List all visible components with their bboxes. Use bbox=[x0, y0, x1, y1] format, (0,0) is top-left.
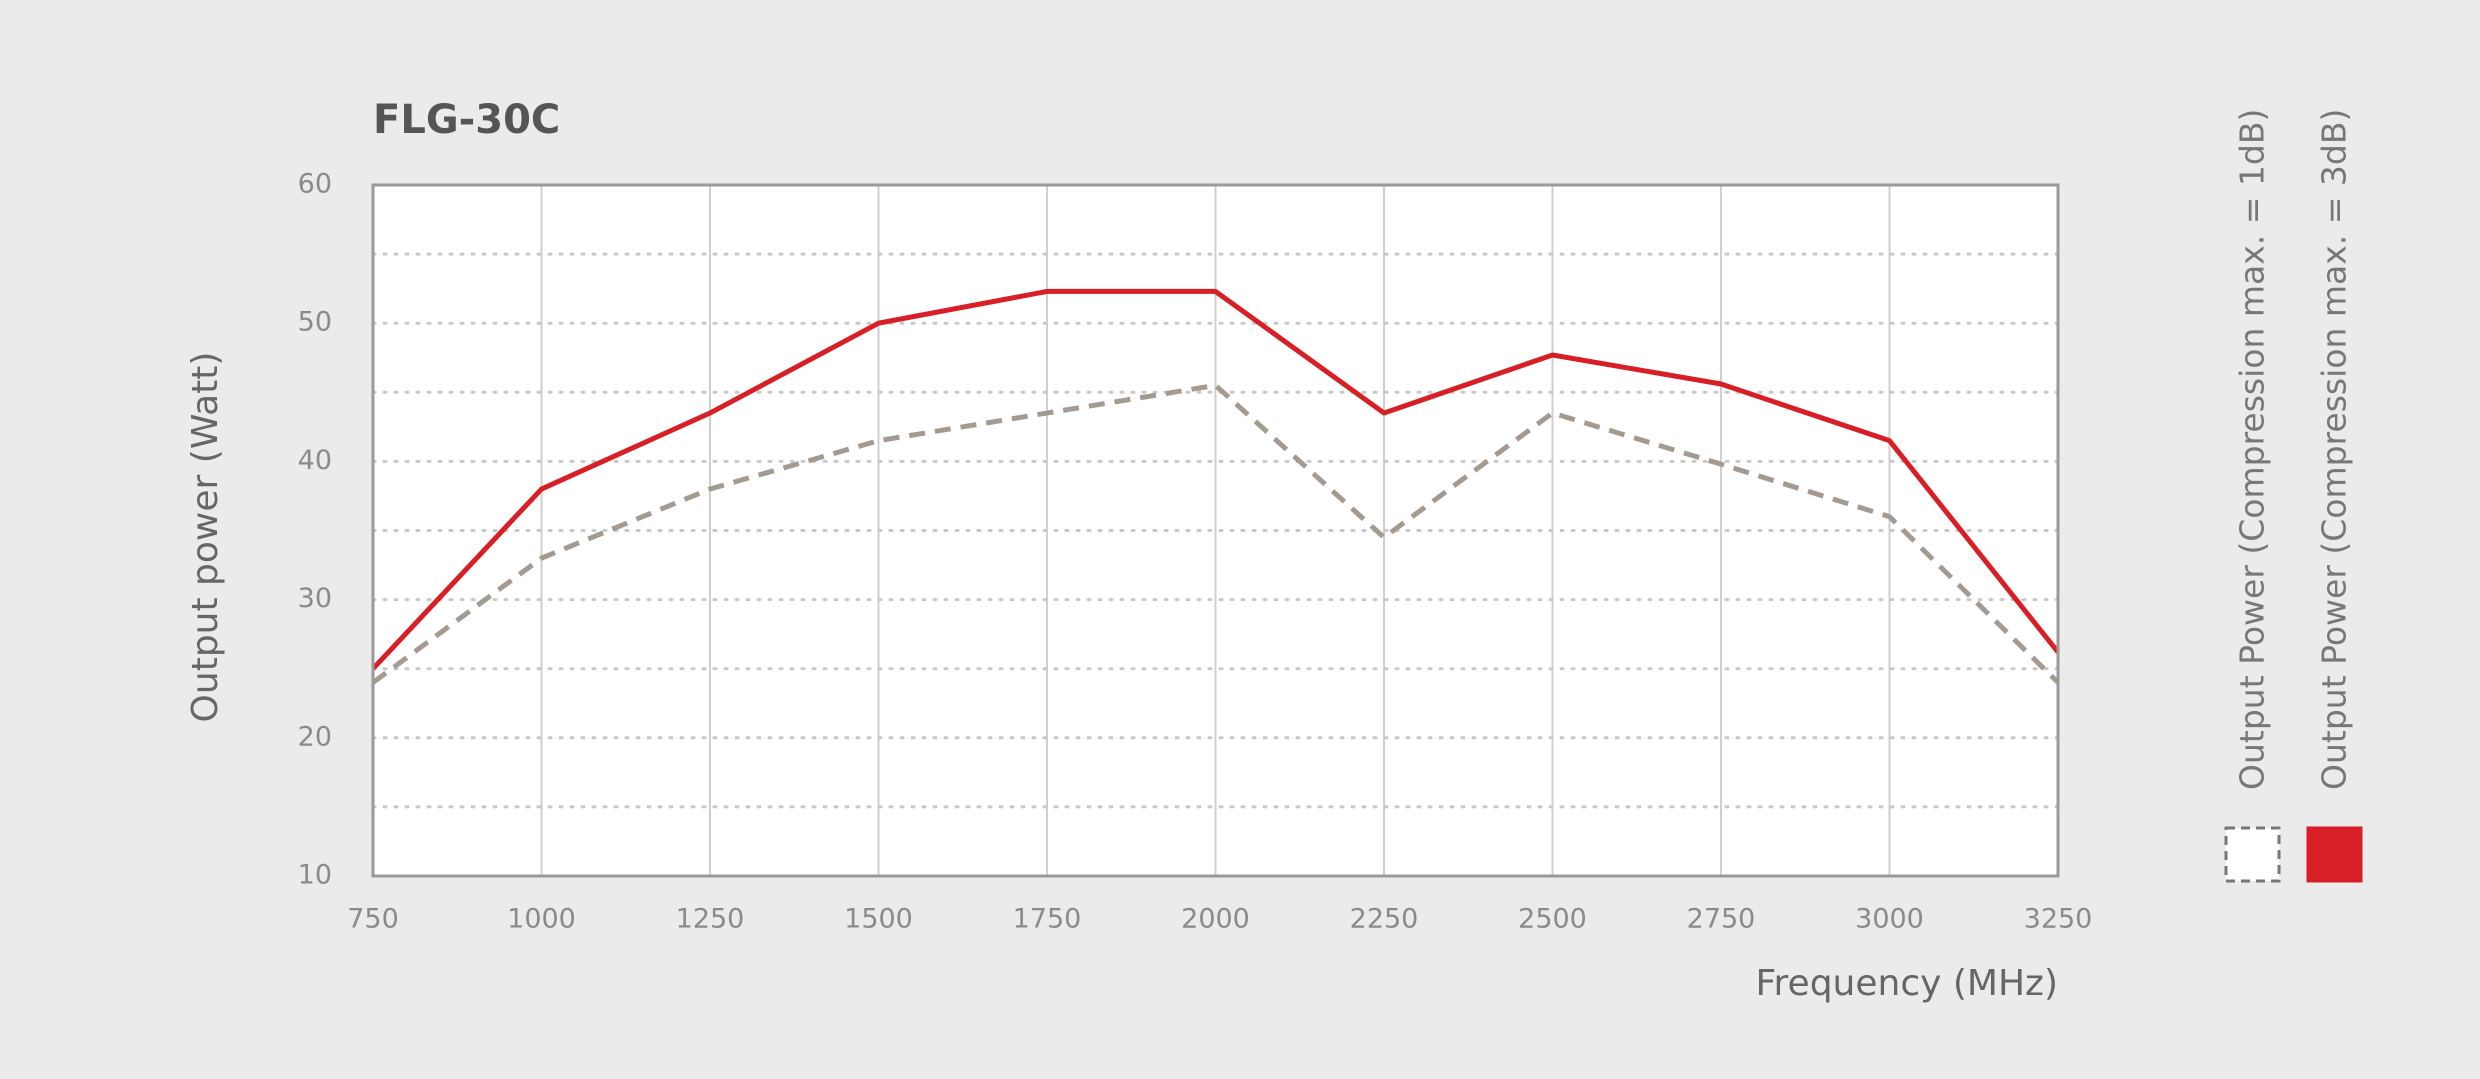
legend-swatch bbox=[2306, 826, 2363, 883]
x-tick-label: 2750 bbox=[1687, 904, 1756, 935]
x-tick-label: 3000 bbox=[1855, 904, 1924, 935]
x-tick-label: 1750 bbox=[1013, 904, 1082, 935]
legend-label: Output Power (Compression max. = 1dB) bbox=[2233, 109, 2272, 790]
y-tick-label: 60 bbox=[298, 169, 332, 200]
plot-border bbox=[371, 183, 2060, 878]
x-axis-label: Frequency (MHz) bbox=[1755, 963, 2058, 1004]
y-tick-label: 50 bbox=[298, 307, 332, 338]
x-tick-label: 750 bbox=[347, 904, 399, 935]
x-tick-label: 1500 bbox=[844, 904, 913, 935]
y-tick-label: 20 bbox=[298, 721, 332, 752]
y-tick-label: 30 bbox=[298, 583, 332, 614]
x-tick-label: 3250 bbox=[2024, 904, 2093, 935]
x-tick-label: 2000 bbox=[1181, 904, 1250, 935]
series-line bbox=[371, 288, 2060, 671]
lines bbox=[371, 288, 2060, 685]
x-tick-label: 1250 bbox=[676, 904, 745, 935]
legend-label: Output Power (Compression max. = 3dB) bbox=[2315, 109, 2354, 790]
x-tick-label: 1000 bbox=[507, 904, 576, 935]
chart-title: FLG-30C bbox=[373, 97, 560, 143]
y-tick-label: 10 bbox=[298, 860, 332, 891]
y-axis-label: Output power (Watt) bbox=[185, 352, 226, 723]
x-tick-label: 2250 bbox=[1350, 904, 1419, 935]
x-tick-label: 2500 bbox=[1518, 904, 1587, 935]
legend-swatch bbox=[2224, 826, 2281, 883]
y-tick-label: 40 bbox=[298, 445, 332, 476]
